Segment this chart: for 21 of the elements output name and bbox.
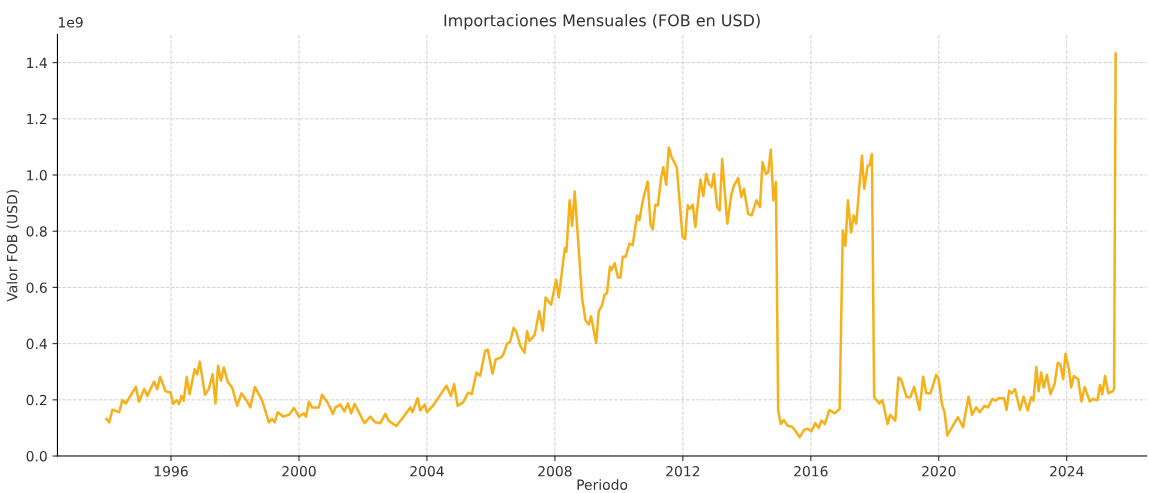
chart-title: Importaciones Mensuales (FOB en USD): [444, 14, 760, 30]
x-tick-label: 2020: [922, 465, 956, 477]
y-tick-label: 1.2: [27, 113, 47, 125]
x-tick-label: 2024: [1050, 465, 1084, 477]
y-tick-label: 0.8: [26, 226, 47, 237]
x-tick-label: 2008: [538, 465, 572, 477]
x-tick-label: 2016: [794, 465, 828, 477]
y-tick-label: 0.4: [26, 338, 47, 350]
y-tick-label: 0.6: [26, 282, 47, 293]
x-tick-label: 2000: [282, 465, 316, 477]
y-axis-title: Valor FOB (USD): [6, 190, 20, 302]
x-axis-title: Periodo: [577, 479, 628, 490]
line-series: [105, 52, 1117, 439]
x-tick-label: 2004: [410, 465, 444, 477]
y-tick-label: 0.0: [26, 450, 47, 462]
y-tick-label: 0.2: [26, 394, 47, 406]
y-tick-label: 1.0: [27, 169, 47, 181]
x-tick-label: 1996: [154, 465, 188, 477]
text: 1e9: [58, 17, 83, 28]
y-tick-label: 1.4: [27, 57, 47, 68]
x-tick-label: 2012: [666, 465, 700, 477]
